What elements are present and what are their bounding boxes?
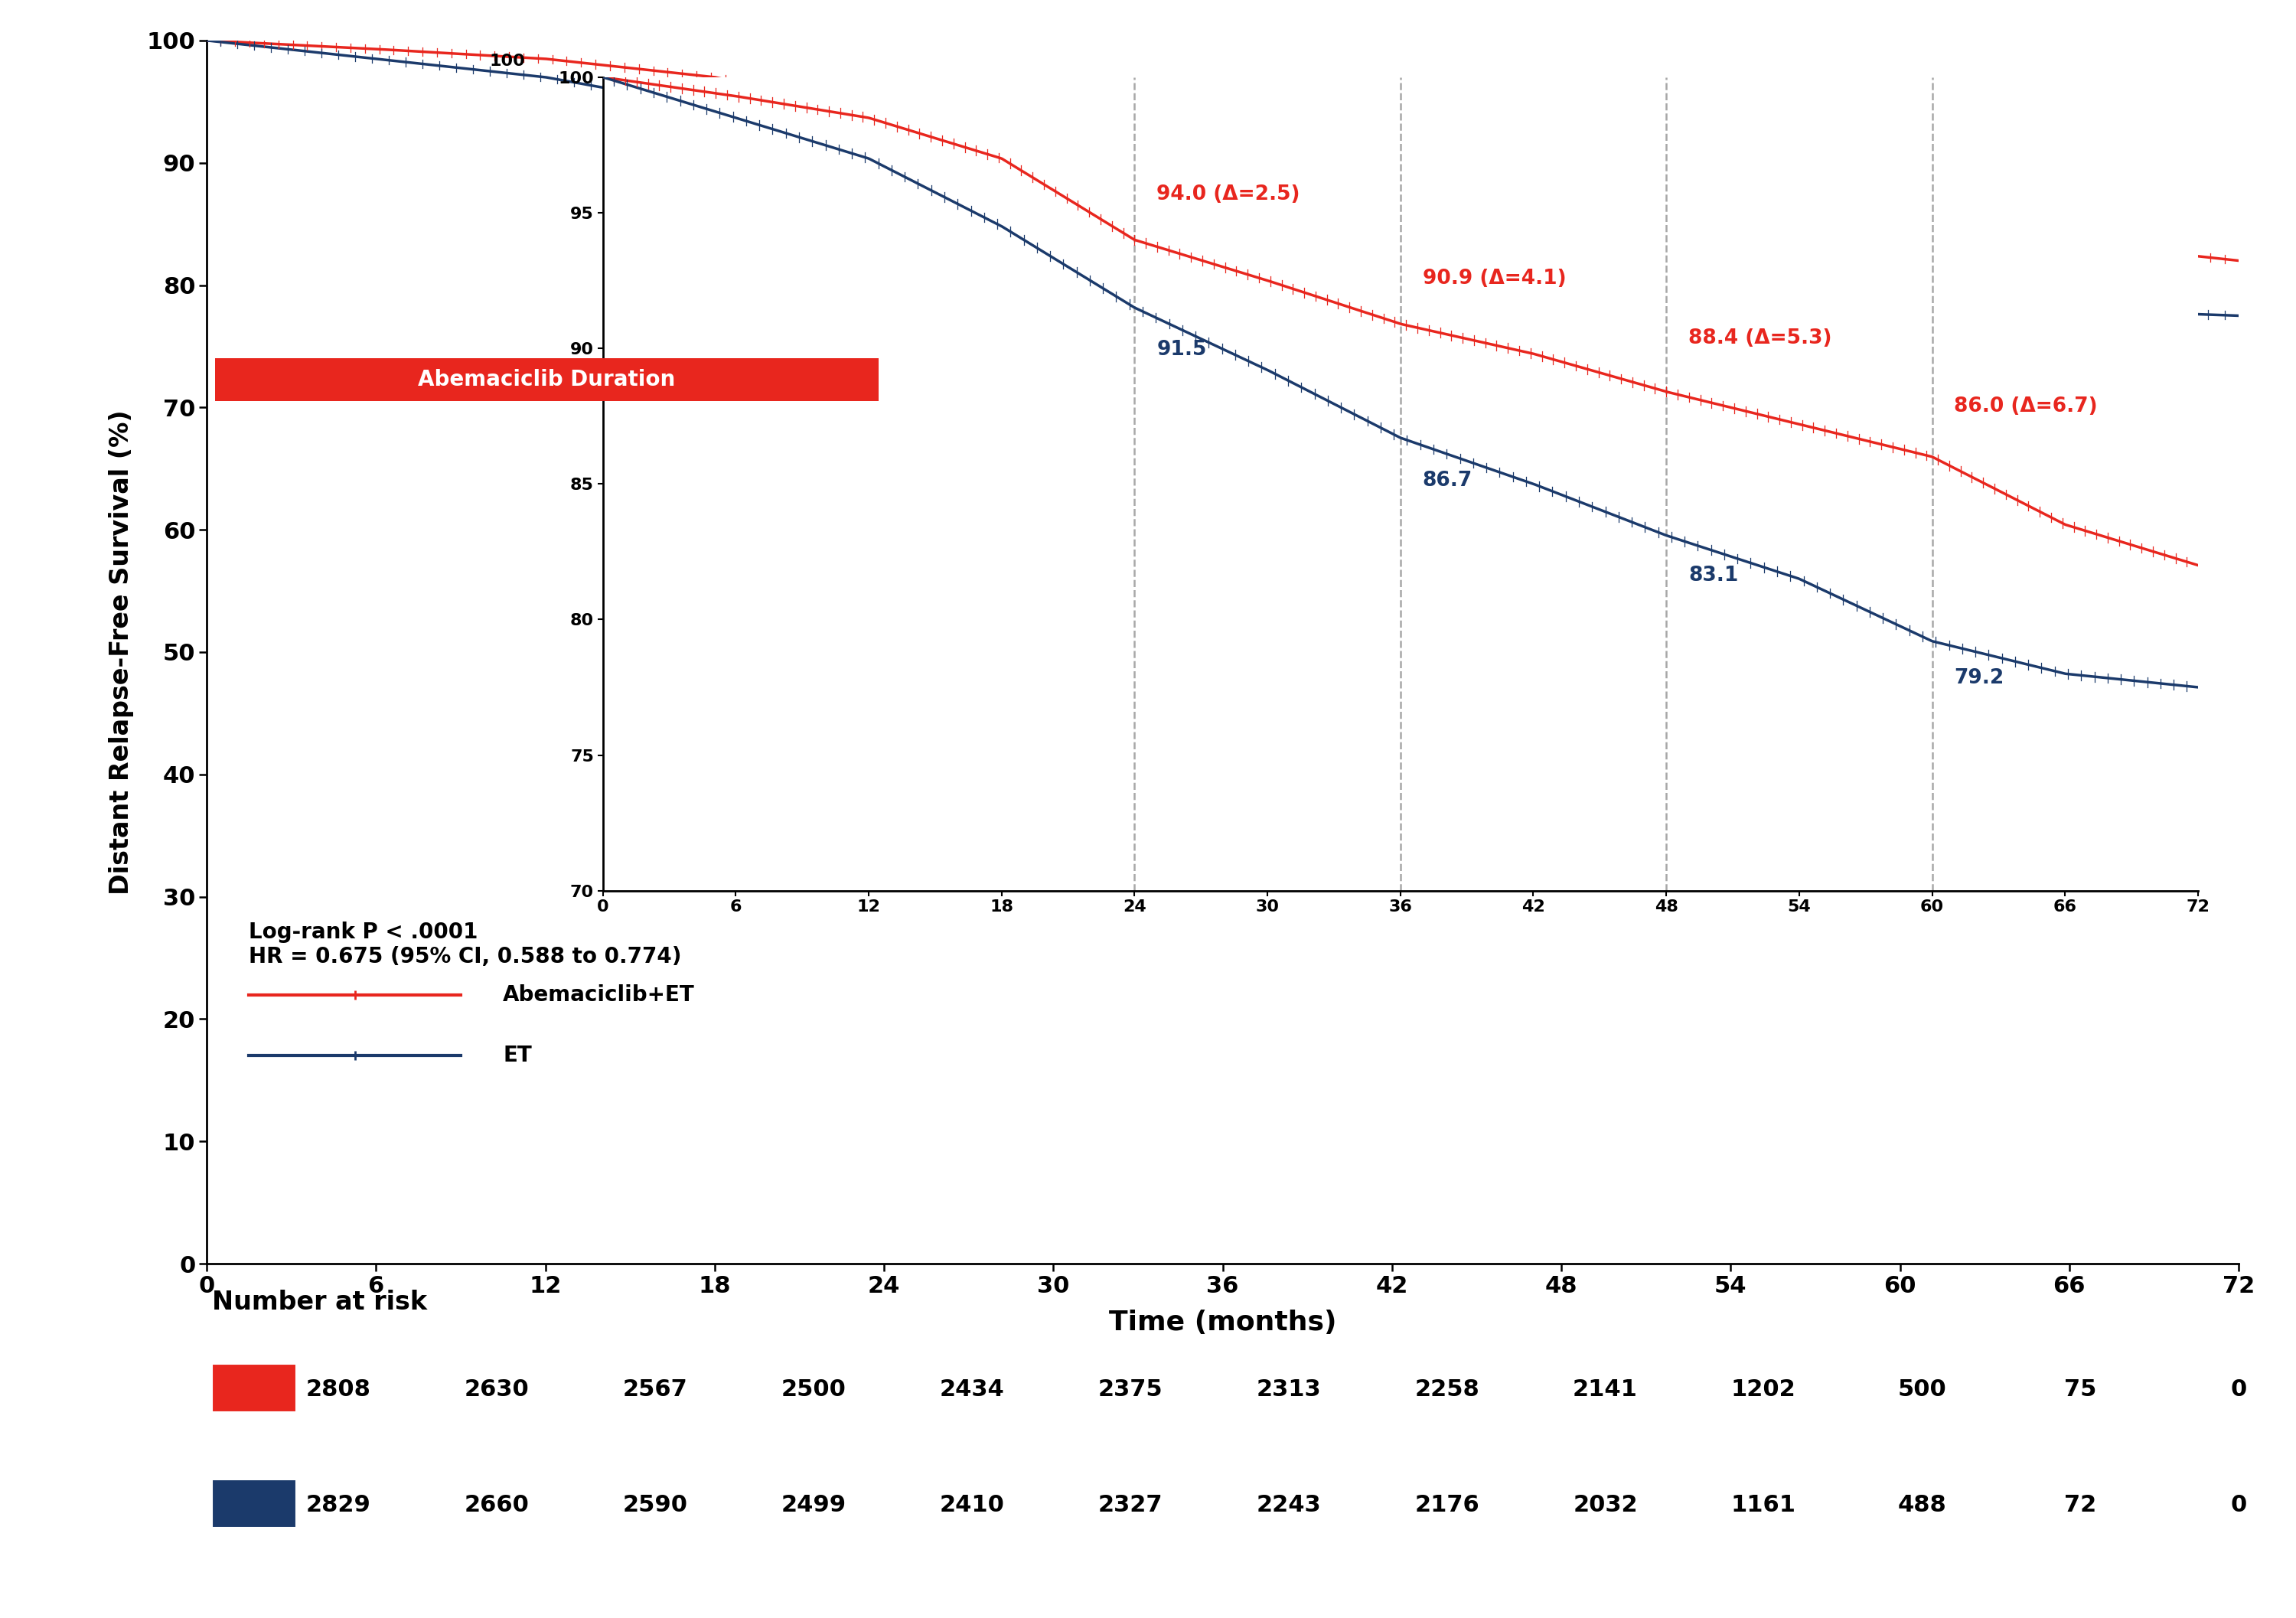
Text: 2375: 2375: [1097, 1379, 1162, 1400]
Text: 2313: 2313: [1256, 1379, 1320, 1400]
X-axis label: Time (months): Time (months): [1109, 1311, 1336, 1336]
Text: Abemaciclib Duration: Abemaciclib Duration: [418, 369, 675, 390]
Text: 1161: 1161: [1731, 1493, 1795, 1516]
Bar: [211, 1479, 296, 1527]
Text: 500: 500: [1896, 1379, 1947, 1400]
Bar: [216, 359, 879, 401]
Text: 1202: 1202: [1731, 1379, 1795, 1400]
Text: 0: 0: [2229, 1379, 2248, 1400]
Text: 488: 488: [1896, 1493, 1947, 1516]
Y-axis label: Distant Relapse-Free Survival (%): Distant Relapse-Free Survival (%): [108, 409, 133, 895]
Text: 2590: 2590: [622, 1493, 689, 1516]
Text: Log-rank P < .0001
HR = 0.675 (95% CI, 0.588 to 0.774): Log-rank P < .0001 HR = 0.675 (95% CI, 0…: [248, 921, 682, 968]
Text: 2660: 2660: [464, 1493, 530, 1516]
Text: Abemaciclib+ET: Abemaciclib+ET: [503, 984, 696, 1005]
Text: 2500: 2500: [781, 1379, 845, 1400]
Text: 2567: 2567: [622, 1379, 689, 1400]
Text: 2258: 2258: [1414, 1379, 1479, 1400]
Text: 0: 0: [2229, 1493, 2248, 1516]
Text: 2141: 2141: [1573, 1379, 1637, 1400]
Bar: [211, 1364, 296, 1413]
Text: 2176: 2176: [1414, 1493, 1479, 1516]
Text: 2032: 2032: [1573, 1493, 1637, 1516]
Text: 2327: 2327: [1097, 1493, 1162, 1516]
Text: 2630: 2630: [464, 1379, 530, 1400]
Text: 2434: 2434: [939, 1379, 1003, 1400]
Text: Number at risk: Number at risk: [211, 1290, 427, 1315]
Text: 2499: 2499: [781, 1493, 847, 1516]
Text: ET: ET: [503, 1045, 533, 1066]
Text: 72: 72: [2064, 1493, 2096, 1516]
Text: 75: 75: [2064, 1379, 2096, 1400]
Text: 2410: 2410: [939, 1493, 1003, 1516]
Text: 2243: 2243: [1256, 1493, 1320, 1516]
Text: 2829: 2829: [305, 1493, 372, 1516]
Text: 2808: 2808: [305, 1379, 372, 1400]
